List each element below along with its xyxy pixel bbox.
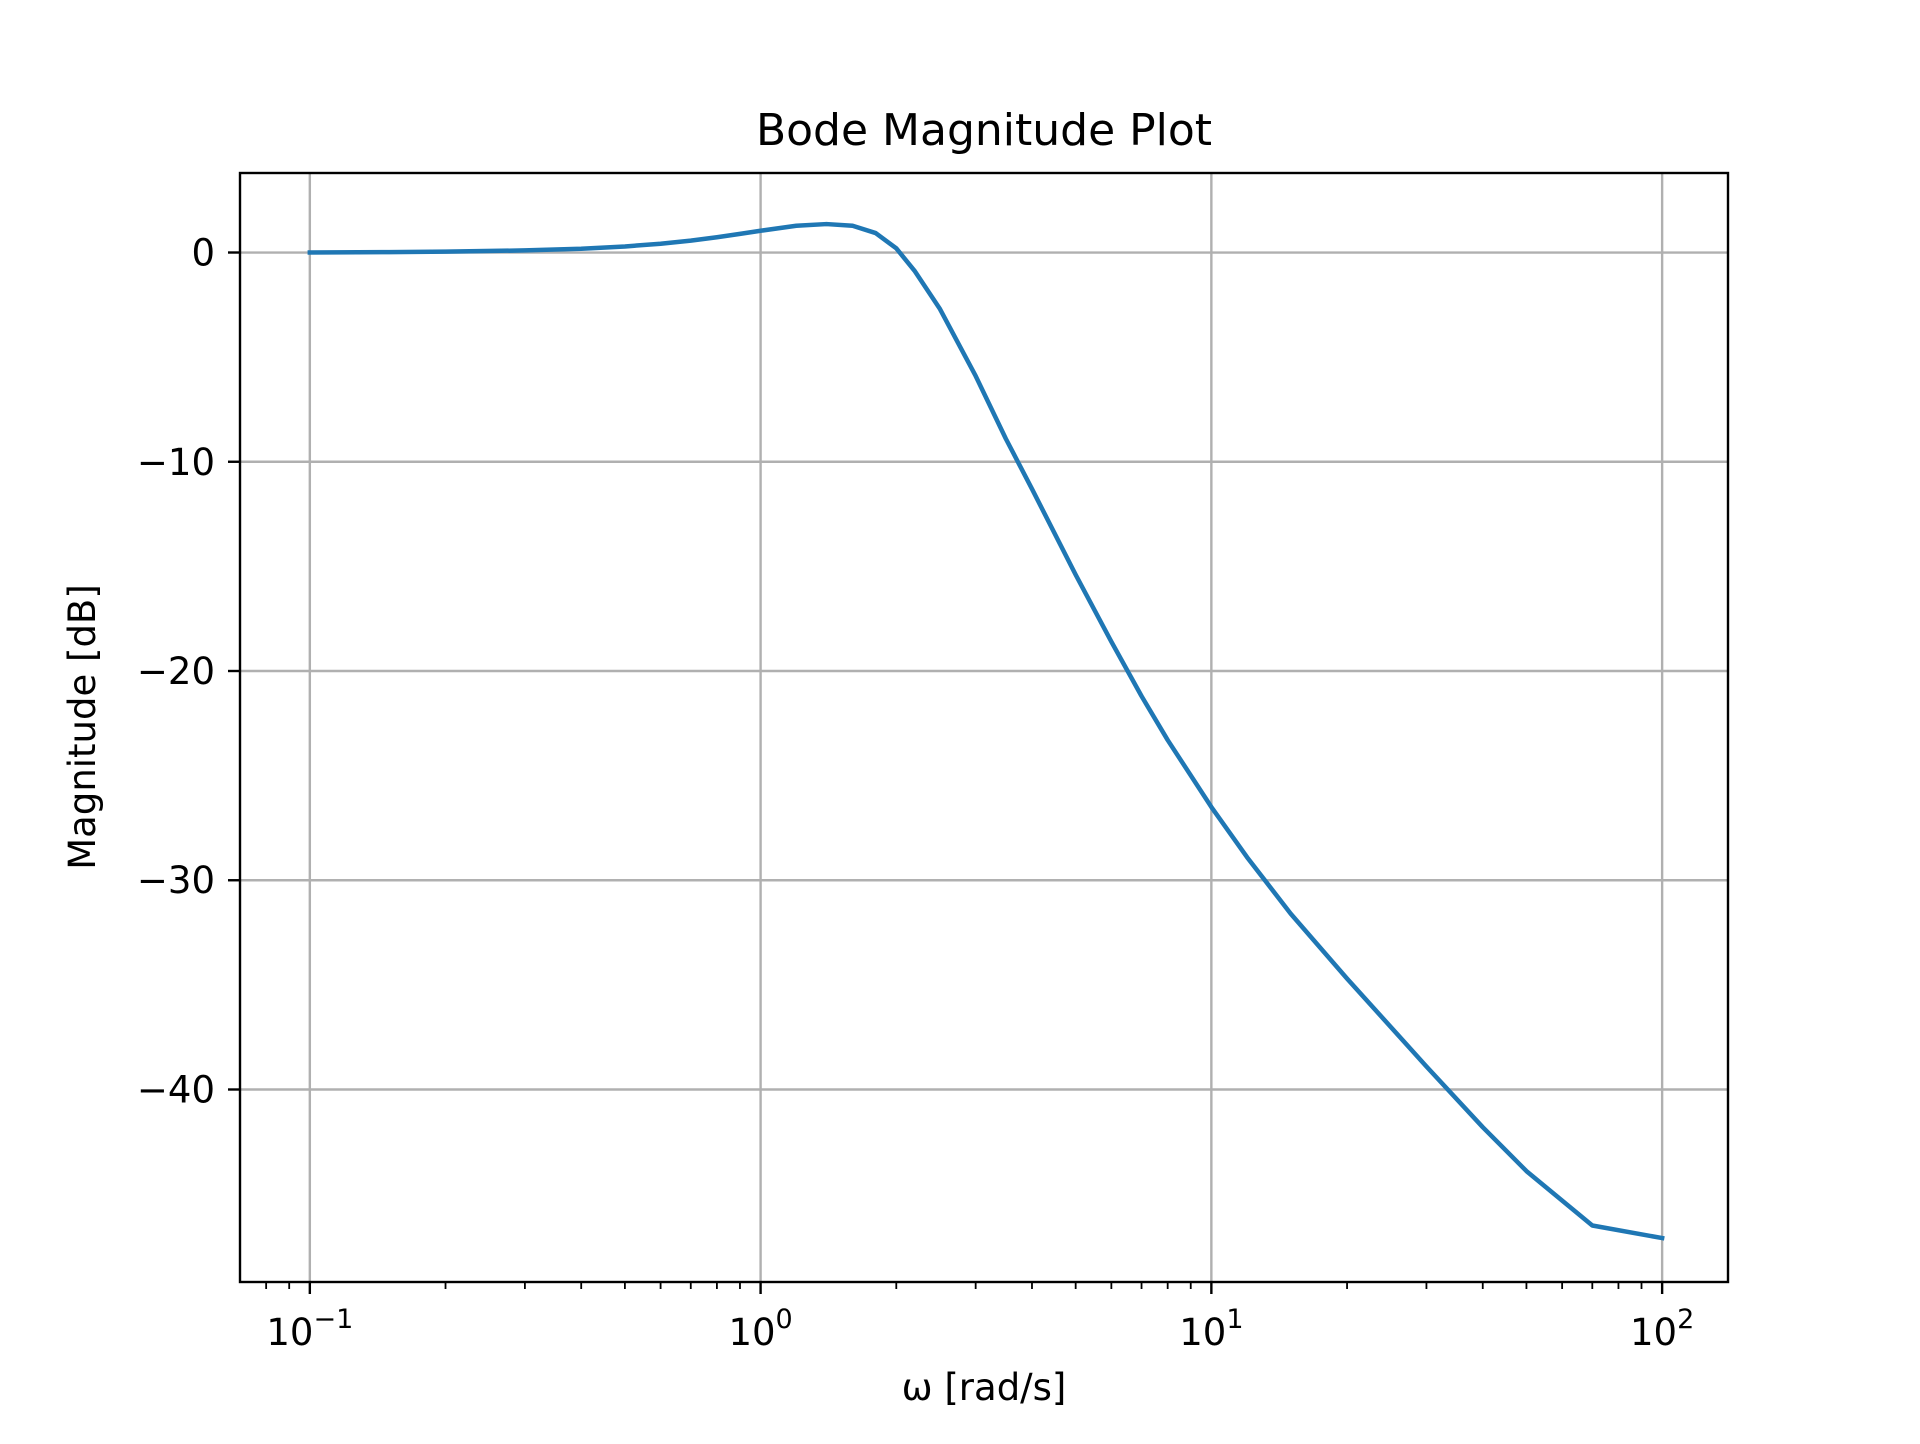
y-tick-label: −30 [137,859,215,902]
y-tick-label: −20 [137,650,215,693]
x-tick-label: 102 [1630,1304,1694,1354]
tick-layer [228,251,1664,1294]
x-tick-label: 100 [728,1304,792,1354]
label-layer: 10−1 100 101 102 0 −10 −20 −30 −40 [137,232,1694,1354]
series-line [307,221,1665,1241]
x-tick-label: 10−1 [266,1304,353,1354]
x-tick-label: 101 [1179,1304,1243,1354]
x-axis-title: ω [rad/s] [902,1366,1067,1409]
series-layer [307,221,1665,1241]
y-tick-label: 0 [191,232,215,275]
y-tick-label: −40 [137,1068,215,1111]
plot-frame [238,171,1730,1284]
y-tick-label: −10 [137,441,215,484]
y-axis-title: Magnitude [dB] [61,584,104,870]
chart-title: Bode Magnitude Plot [756,105,1212,156]
